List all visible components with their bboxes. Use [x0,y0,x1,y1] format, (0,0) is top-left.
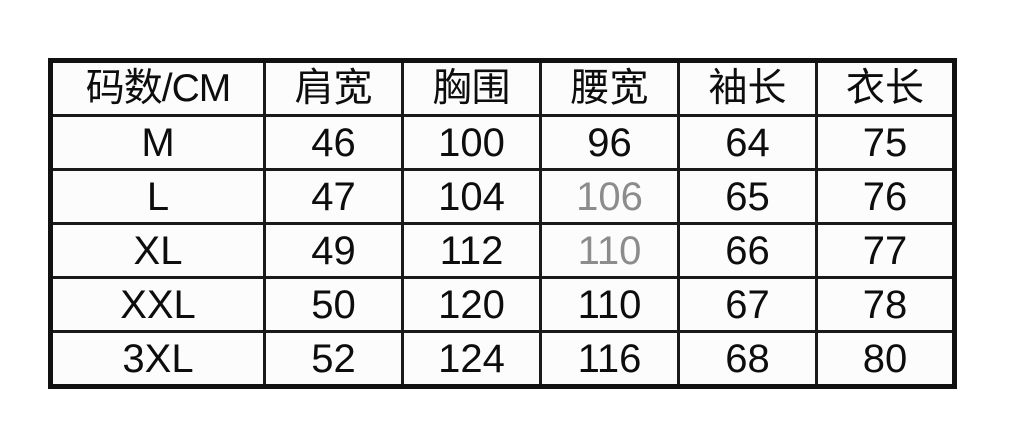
cell-waist-width: 96 [539,114,680,171]
table-row: M 46 100 96 64 75 [49,114,956,171]
column-header-shoulder-width: 肩宽 [263,59,404,117]
cell-waist-width: 116 [539,330,680,388]
cell-waist-width: 110 [539,222,680,279]
cell-size: 3XL [49,330,266,388]
cell-bust: 124 [401,330,542,388]
cell-garment-length: 78 [815,276,956,333]
cell-bust: 100 [401,114,542,171]
cell-waist-width: 110 [539,276,680,333]
cell-shoulder-width: 47 [263,168,404,225]
cell-waist-width: 106 [539,168,680,225]
column-header-sleeve-length: 袖长 [677,59,818,117]
table-row: 3XL 52 124 116 68 80 [49,330,956,388]
cell-shoulder-width: 46 [263,114,404,171]
cell-shoulder-width: 52 [263,330,404,388]
table-row: L 47 104 106 65 76 [49,168,956,225]
table-row: XL 49 112 110 66 77 [49,222,956,279]
cell-garment-length: 80 [815,330,956,388]
cell-shoulder-width: 49 [263,222,404,279]
cell-garment-length: 77 [815,222,956,279]
cell-sleeve-length: 64 [677,114,818,171]
cell-sleeve-length: 67 [677,276,818,333]
column-header-bust: 胸围 [401,59,542,117]
table-row: XXL 50 120 110 67 78 [49,276,956,333]
cell-sleeve-length: 68 [677,330,818,388]
size-chart-table: 码数/CM 肩宽 胸围 腰宽 袖长 衣长 M 46 100 96 64 75 L… [48,58,957,389]
cell-garment-length: 75 [815,114,956,171]
header-row: 码数/CM 肩宽 胸围 腰宽 袖长 衣长 [49,59,956,117]
column-header-garment-length: 衣长 [815,59,956,117]
cell-shoulder-width: 50 [263,276,404,333]
table-body: M 46 100 96 64 75 L 47 104 106 65 76 XL … [49,114,956,388]
column-header-waist-width: 腰宽 [539,59,680,117]
cell-garment-length: 76 [815,168,956,225]
cell-bust: 112 [401,222,542,279]
cell-size: L [49,168,266,225]
table-header: 码数/CM 肩宽 胸围 腰宽 袖长 衣长 [49,59,956,117]
column-header-size: 码数/CM [49,59,266,117]
cell-sleeve-length: 65 [677,168,818,225]
cell-size: XXL [49,276,266,333]
cell-bust: 120 [401,276,542,333]
cell-bust: 104 [401,168,542,225]
cell-size: XL [49,222,266,279]
cell-size: M [49,114,266,171]
cell-sleeve-length: 66 [677,222,818,279]
